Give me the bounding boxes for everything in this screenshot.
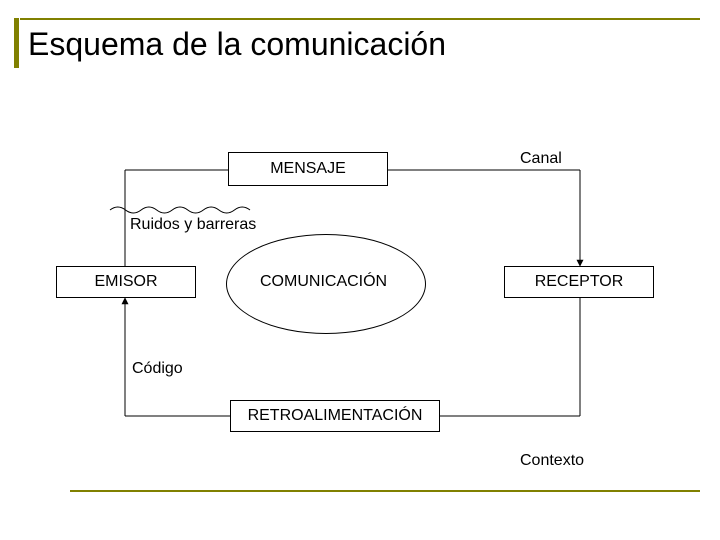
contexto-label: Contexto bbox=[520, 452, 584, 470]
retro-box: RETROALIMENTACIÓN bbox=[230, 400, 440, 432]
slide: Esquema de la comunicación MENSAJE Canal… bbox=[0, 0, 720, 540]
emisor-label: EMISOR bbox=[94, 273, 157, 291]
ruidos-label: Ruidos y barreras bbox=[130, 216, 256, 234]
receptor-label: RECEPTOR bbox=[535, 273, 624, 291]
comunicacion-label: COMUNICACIÓN bbox=[258, 273, 389, 291]
emisor-box: EMISOR bbox=[56, 266, 196, 298]
title-rule-left bbox=[14, 18, 19, 68]
title-rule-top bbox=[20, 18, 700, 20]
retro-label: RETROALIMENTACIÓN bbox=[248, 407, 423, 425]
title-rule-bottom bbox=[70, 490, 700, 492]
canal-label: Canal bbox=[520, 150, 562, 168]
codigo-label: Código bbox=[132, 360, 183, 378]
mensaje-label: MENSAJE bbox=[270, 160, 346, 178]
page-title: Esquema de la comunicación bbox=[28, 26, 446, 63]
receptor-box: RECEPTOR bbox=[504, 266, 654, 298]
mensaje-box: MENSAJE bbox=[228, 152, 388, 186]
